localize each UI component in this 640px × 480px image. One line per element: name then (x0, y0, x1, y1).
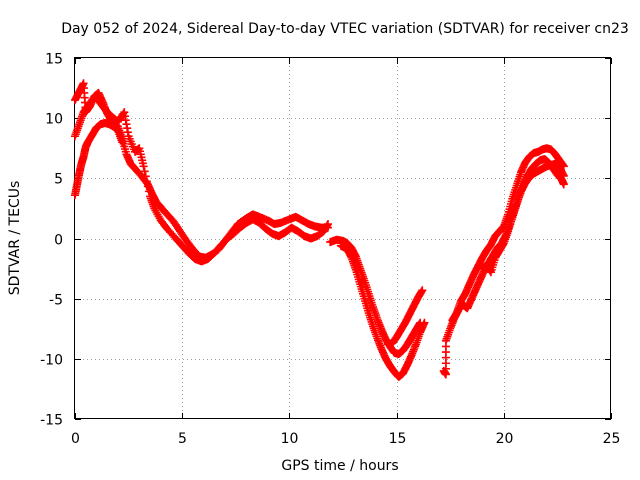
y-tick-label: -5 (49, 293, 63, 309)
data-point (142, 177, 151, 186)
x-tick-label: 10 (281, 431, 299, 447)
x-tick-label: 5 (178, 431, 187, 447)
x-axis-label: GPS time / hours (281, 458, 398, 474)
y-tick-label: -15 (40, 413, 63, 429)
series-satellite-track-c (71, 118, 127, 200)
data-point (140, 167, 149, 176)
y-axis-label: SDTVAR / TECUs (7, 181, 23, 296)
data-point (139, 162, 148, 171)
x-tick-label: 15 (389, 431, 407, 447)
axis-ticks: 0 5 10 15 20 25 -15 -10 -5 0 5 10 15 (40, 52, 620, 448)
data-point (559, 171, 568, 180)
data-point (143, 182, 152, 191)
data-point (418, 286, 427, 295)
y-tick-label: -10 (40, 353, 63, 369)
data-point (144, 187, 153, 196)
series-satellite-track-e (336, 241, 429, 381)
series-satellite-track-f (384, 286, 427, 349)
y-tick-label: 0 (54, 233, 63, 249)
series-satellite-track-h (448, 144, 568, 325)
x-tick-label: 0 (71, 431, 80, 447)
series-satellite-track-g (439, 155, 568, 379)
y-tick-label: 15 (45, 52, 63, 68)
data-point (118, 138, 127, 147)
series-satellite-track-b (71, 92, 332, 266)
data-point (559, 180, 568, 189)
chart-title: Day 052 of 2024, Sidereal Day-to-day VTE… (61, 21, 629, 37)
plot-frame (74, 57, 611, 419)
x-tick-label: 20 (496, 431, 514, 447)
data-point (323, 220, 332, 229)
series-satellite-track-i (478, 159, 568, 277)
y-tick-label: 10 (45, 112, 63, 128)
series-satellite-track-a (71, 79, 332, 262)
y-tick-label: 5 (54, 172, 63, 188)
data-point (141, 172, 150, 181)
x-tick-label: 25 (603, 431, 621, 447)
data-point (420, 318, 429, 327)
data-points (71, 79, 568, 381)
